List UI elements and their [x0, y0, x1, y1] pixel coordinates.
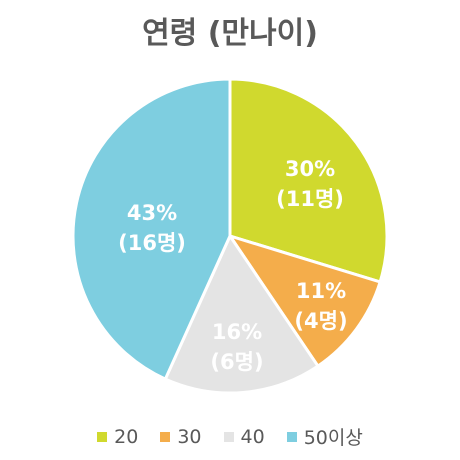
slice-count-label-30: (4명) — [294, 309, 347, 333]
legend-item-30: 30 — [160, 423, 202, 450]
legend-item-50: 50이상 — [286, 423, 363, 450]
slice-percent-label-30: 11% — [296, 279, 346, 303]
legend-swatch — [160, 431, 171, 442]
pie-slice-40 — [163, 232, 320, 395]
legend-label: 20 — [114, 425, 139, 448]
legend-label: 50이상 — [303, 427, 363, 449]
pie-slice-30 — [226, 233, 382, 369]
legend-swatch — [97, 431, 108, 442]
slice-count-label-50: (16명) — [118, 231, 186, 255]
chart-title: 연령 (만나이) — [142, 16, 318, 51]
legend-item-40: 40 — [223, 423, 265, 450]
pie-slice-50 — [71, 77, 232, 382]
legend-swatch — [223, 431, 234, 442]
legend-label: 30 — [177, 425, 202, 448]
slice-percent-label-40: 16% — [212, 320, 262, 344]
legend-item-20: 20 — [97, 423, 138, 450]
pie-slice-20 — [228, 77, 389, 284]
legend-swatch — [286, 431, 297, 442]
slice-count-label-40: (6명) — [210, 350, 263, 374]
slice-percent-label-50: 43% — [127, 201, 177, 225]
slice-count-label-20: (11명) — [276, 187, 344, 211]
legend: 20 30 40 50이상 — [0, 423, 460, 450]
slice-percent-label-20: 30% — [285, 157, 335, 181]
legend-label: 40 — [240, 425, 265, 448]
